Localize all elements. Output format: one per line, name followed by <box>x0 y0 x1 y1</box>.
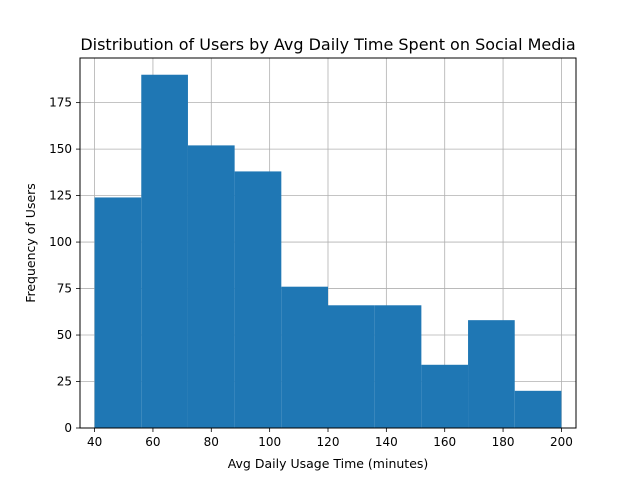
x-tick-label: 40 <box>87 435 102 449</box>
x-tick-label: 200 <box>550 435 573 449</box>
y-axis-label: Frequency of Users <box>23 183 38 303</box>
histogram-bars <box>94 74 562 428</box>
y-tick-label: 150 <box>49 142 72 156</box>
y-tick-label: 25 <box>57 375 72 389</box>
y-tick-label: 50 <box>57 328 72 342</box>
x-tick-label: 120 <box>317 435 340 449</box>
x-tick-label: 160 <box>433 435 456 449</box>
x-tick-label: 100 <box>258 435 281 449</box>
histogram-bar <box>468 320 515 428</box>
histogram-bar <box>234 171 282 428</box>
y-tick-label: 100 <box>49 235 72 249</box>
y-tick-label: 125 <box>49 189 72 203</box>
y-tick-label: 75 <box>57 282 72 296</box>
histogram-bar <box>421 364 469 428</box>
x-tick-label: 60 <box>145 435 160 449</box>
histogram-bar <box>281 286 328 428</box>
histogram-bar <box>514 390 562 428</box>
histogram-bar <box>187 145 235 428</box>
y-tick-label: 175 <box>49 96 72 110</box>
x-tick-label: 140 <box>375 435 398 449</box>
histogram-bar <box>94 197 142 428</box>
y-axis-ticks: 0 25 50 75 100 125 150 175 <box>49 96 80 435</box>
x-axis-label: Avg Daily Usage Time (minutes) <box>228 456 429 471</box>
y-tick-label: 0 <box>64 421 72 435</box>
histogram-bar <box>328 305 375 428</box>
histogram-bar <box>141 74 188 428</box>
x-tick-label: 80 <box>204 435 219 449</box>
x-axis-ticks: 40 60 80 100 120 140 160 180 200 <box>87 428 573 449</box>
histogram-bar <box>374 305 422 428</box>
x-tick-label: 180 <box>492 435 515 449</box>
chart-title: Distribution of Users by Avg Daily Time … <box>80 35 575 54</box>
